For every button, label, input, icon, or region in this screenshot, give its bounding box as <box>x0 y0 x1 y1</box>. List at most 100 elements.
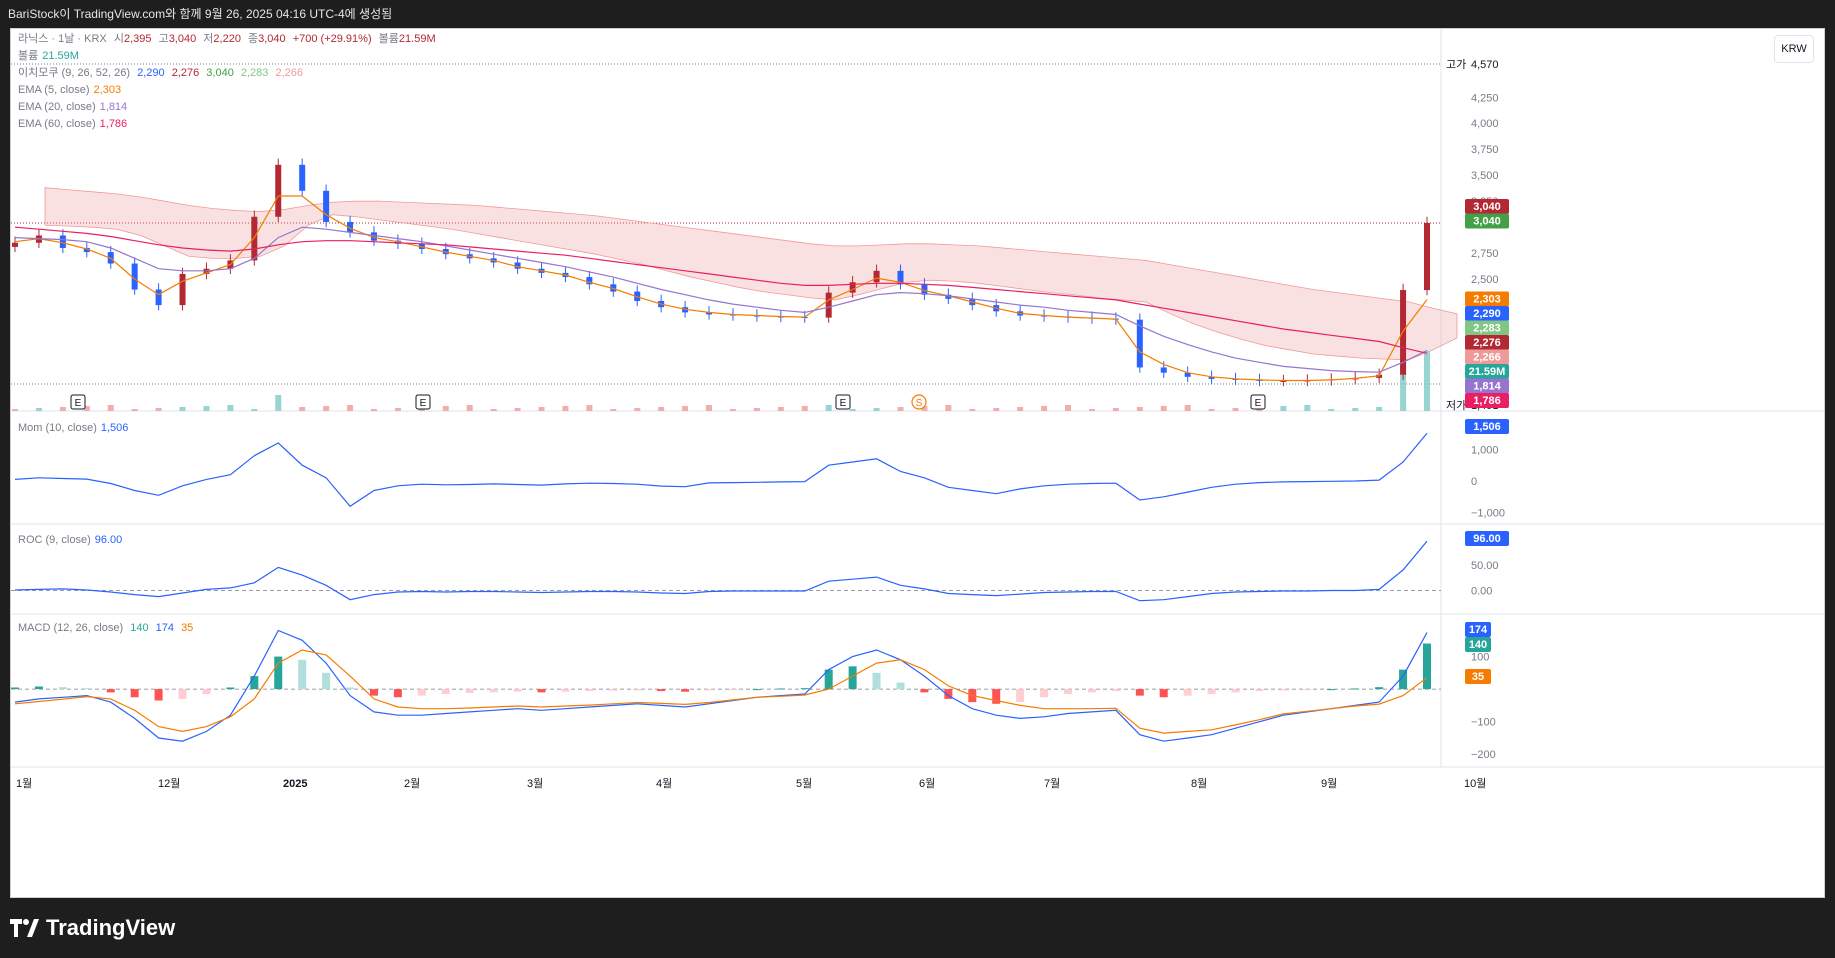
mom-legend[interactable]: Mom (10, close) 1,506 <box>18 420 132 437</box>
volume-bar <box>1352 408 1359 411</box>
volume-bar <box>538 407 545 411</box>
ichimoku-legend-label: 이치모쿠 (9, 26, 52, 26) <box>18 67 131 79</box>
volume-bar <box>1304 405 1311 411</box>
price-pill-bg <box>1465 291 1509 307</box>
price-pill: 2,276 <box>1465 335 1509 350</box>
price-pill: 1,814 <box>1465 378 1509 394</box>
ema60-legend[interactable]: EMA (60, close) 1,786 <box>18 116 131 133</box>
ema20-legend-value: 1,814 <box>99 101 128 113</box>
volume-legend[interactable]: 볼륨 21.59M <box>18 48 83 65</box>
earnings-marker-text: E <box>75 398 82 409</box>
price-pill-bg <box>1465 320 1509 336</box>
volume-bar <box>1280 406 1287 411</box>
volume-bar <box>155 408 162 411</box>
volume-bar <box>945 405 952 411</box>
macd-histogram-bar <box>1135 689 1144 696</box>
tradingview-logo[interactable]: TradingView <box>10 915 175 941</box>
volume-bar <box>682 406 689 411</box>
macd-histogram-bar <box>728 689 737 691</box>
ichimoku-legend[interactable]: 이치모쿠 (9, 26, 52, 26) 2,290 2,276 3,040 2… <box>18 65 307 82</box>
macd-pill-text: 174 <box>1469 624 1488 636</box>
earnings-marker: E <box>415 394 431 410</box>
price-pill: 21.59M <box>1465 364 1509 379</box>
price-pill-bg <box>1465 349 1509 365</box>
macd-histogram-bar <box>800 688 809 690</box>
macd-histogram-value: 140 <box>130 622 149 634</box>
currency-button[interactable]: KRW <box>1774 35 1814 63</box>
ema20-legend-label: EMA (20, close) <box>18 101 96 113</box>
macd-histogram-bar <box>1040 689 1049 698</box>
price-pill-text: 2,276 <box>1473 337 1501 349</box>
macd-histogram-bar <box>1303 689 1312 691</box>
volume-bar <box>347 405 354 411</box>
macd-histogram-bar <box>848 666 857 690</box>
chart-frame[interactable]: 4,2504,0003,7503,5003,2502,7502,500고가4,5… <box>10 28 1825 898</box>
macd-pill-text: 140 <box>1469 639 1487 651</box>
macd-histogram-bar <box>274 656 283 690</box>
price-tick-label: 4,000 <box>1471 118 1499 130</box>
volume-bar <box>35 408 42 411</box>
ema5-legend-value: 2,303 <box>93 84 122 96</box>
ema5-legend[interactable]: EMA (5, close) 2,303 <box>18 82 125 99</box>
time-axis-label: 4월 <box>656 777 672 790</box>
macd-histogram-bar <box>178 689 187 699</box>
symbol-name[interactable]: 라닉스 · 1날 · KRX <box>18 33 107 45</box>
roc-pill-bg <box>1465 531 1509 546</box>
macd-histogram-bar <box>11 687 19 690</box>
volume-bar <box>203 406 210 411</box>
volume-bar <box>658 407 665 411</box>
price-tick-label: 3,500 <box>1471 170 1499 182</box>
candle-body <box>1208 376 1215 379</box>
price-pill: 2,283 <box>1465 320 1509 336</box>
ema20-legend[interactable]: EMA (20, close) 1,814 <box>18 99 131 116</box>
ichimoku-lagging-value: 3,040 <box>206 67 234 79</box>
ichimoku-base-value: 2,276 <box>171 67 200 79</box>
volume-bar <box>323 406 330 411</box>
macd-histogram-bar <box>1327 689 1336 691</box>
macd-histogram-bar <box>1183 689 1192 696</box>
macd-histogram-bar <box>1255 689 1264 692</box>
volume-bar <box>969 409 976 411</box>
macd-histogram-bar <box>561 689 570 692</box>
macd-histogram-bar <box>1087 689 1096 693</box>
volume-bar <box>849 409 856 411</box>
ema20-line <box>14 226 1428 373</box>
candle-body <box>59 235 66 248</box>
volume-bar <box>1376 407 1383 411</box>
macd-legend-label: MACD (12, 26, close) <box>18 622 124 634</box>
macd-legend[interactable]: MACD (12, 26, close) 140 174 35 <box>18 620 197 637</box>
candle-body <box>1160 367 1167 373</box>
price-pill-bg <box>1465 306 1509 321</box>
volume-bar <box>753 408 760 411</box>
price-pill-text: 1,786 <box>1473 395 1501 407</box>
macd-pill: 174 <box>1465 622 1491 637</box>
price-pill-text: 3,040 <box>1473 216 1501 228</box>
earnings-marker-text: E <box>1255 398 1262 409</box>
volume-bar <box>299 407 306 411</box>
time-axis-label: 5월 <box>796 777 812 790</box>
macd-histogram-bar <box>752 689 761 691</box>
candle-body <box>12 242 18 247</box>
volume-bar <box>179 407 186 411</box>
roc-legend-label: ROC (9, close) <box>18 534 91 546</box>
candle-body <box>945 294 952 299</box>
ichimoku-cloud <box>44 187 1458 361</box>
macd-histogram-bar <box>322 672 331 690</box>
roc-legend[interactable]: ROC (9, close) 96.00 <box>18 532 126 549</box>
volume-bar <box>1232 408 1239 411</box>
ichimoku-span-a-value: 2,283 <box>240 67 269 79</box>
chart-canvas[interactable]: 4,2504,0003,7503,5003,2502,7502,500고가4,5… <box>11 29 1825 898</box>
macd-histogram-bar <box>513 689 522 692</box>
macd-histogram-bar <box>346 687 355 690</box>
candle-body <box>299 164 306 191</box>
macd-histogram-bar <box>824 669 833 690</box>
candle-body <box>706 312 713 315</box>
low-label: 저가 <box>1446 399 1466 412</box>
volume-bar <box>1017 407 1024 411</box>
macd-histogram-bar <box>250 676 259 690</box>
volume-bar <box>921 406 928 411</box>
price-pill-bg <box>1465 393 1509 408</box>
macd-histogram-bar <box>1064 689 1073 694</box>
volume-bar <box>107 405 114 411</box>
price-pill-text: 2,303 <box>1473 294 1501 306</box>
